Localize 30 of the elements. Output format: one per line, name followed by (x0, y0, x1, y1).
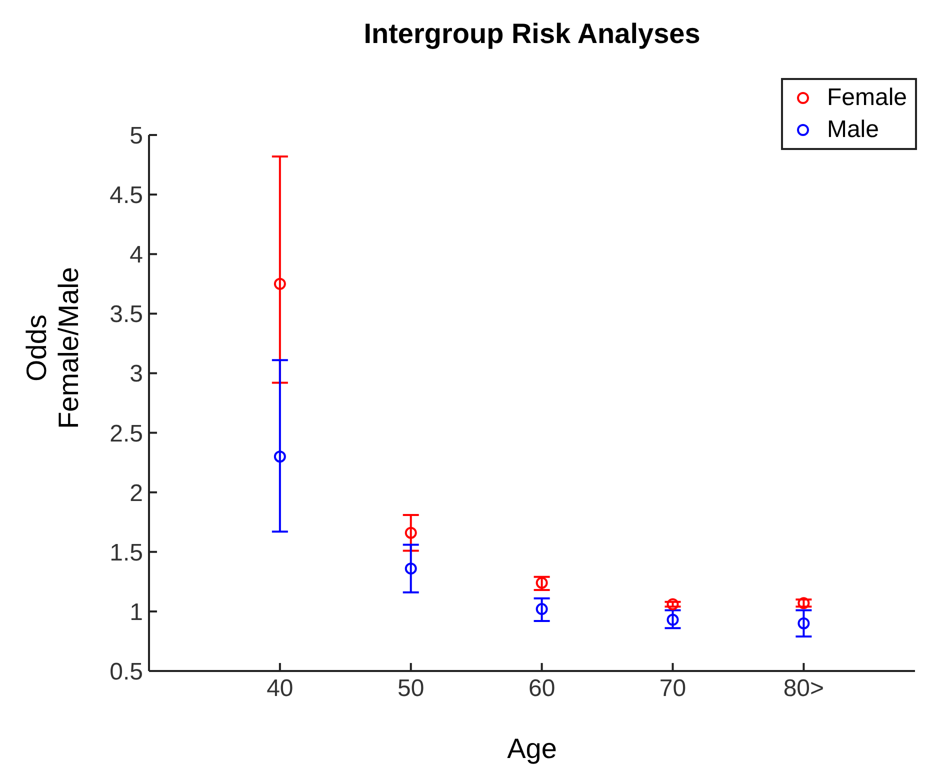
y-tick-label: 4.5 (110, 182, 143, 210)
point (798, 597, 810, 610)
point (666, 598, 679, 610)
y-tick-label: 2 (130, 480, 143, 507)
y-tick-label: 2.5 (110, 420, 143, 448)
legend-label: Male (826, 115, 879, 145)
chart-title: Intergroup Risk Analyses (362, 18, 702, 50)
x-tick-label: 60 (528, 675, 556, 702)
point (666, 614, 679, 626)
y-tick-label: 1.5 (110, 539, 143, 566)
point (536, 576, 548, 589)
point (404, 562, 417, 575)
x-tick-label: 50 (398, 675, 424, 702)
y-tick-label: 0.5 (110, 658, 143, 686)
x-tick-label: 80> (783, 675, 824, 702)
x-tick-label: 70 (659, 675, 686, 702)
y-tick-label: 3 (130, 360, 143, 388)
point (536, 603, 548, 616)
y-tick-label: 5 (130, 122, 143, 150)
y-tick-label: 1 (130, 598, 143, 626)
y-axis-title: Odds Female/Male (21, 267, 85, 429)
x-axis-title: Age (506, 733, 558, 765)
x-tick-label: 40 (266, 675, 294, 702)
legend-label: Female (826, 83, 907, 113)
point (798, 617, 810, 630)
point (274, 278, 286, 290)
point (274, 450, 286, 463)
point (404, 526, 417, 539)
y-tick-label: 3.5 (110, 301, 143, 328)
y-tick-label: 4 (130, 242, 143, 269)
